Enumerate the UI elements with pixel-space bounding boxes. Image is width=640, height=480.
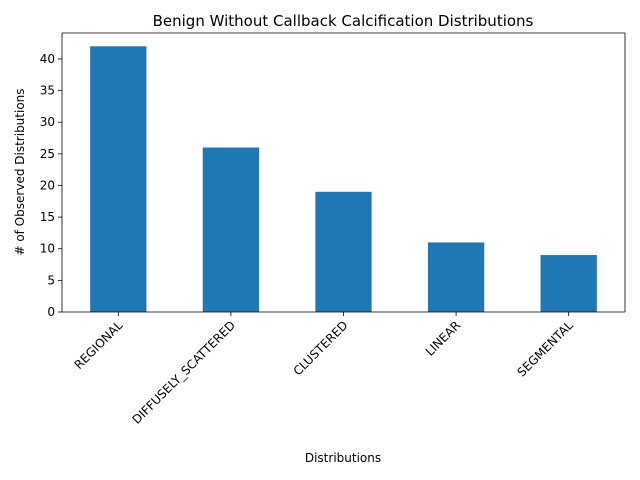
chart-title: Benign Without Callback Calcification Di… xyxy=(153,12,534,30)
y-tick-label: 40 xyxy=(40,52,55,66)
x-tick-label: SEGMENTAL xyxy=(515,318,577,380)
bar-diffusely-scattered xyxy=(202,147,260,312)
y-tick-label: 0 xyxy=(47,305,55,319)
y-tick-label: 35 xyxy=(40,84,55,98)
bars-group xyxy=(90,46,597,313)
x-axis-label: Distributions xyxy=(305,451,381,465)
bar-regional xyxy=(90,46,147,313)
bar-linear xyxy=(427,242,485,312)
y-tick-label: 10 xyxy=(40,242,55,256)
x-tick-label: CLUSTERED xyxy=(291,318,351,378)
y-axis-ticks: 0 5 10 15 20 25 30 35 40 xyxy=(40,52,62,319)
x-axis-ticks: REGIONAL DIFFUSELY_SCATTERED CLUSTERED LINE… xyxy=(72,312,576,427)
x-tick-label: REGIONAL xyxy=(72,318,126,372)
y-tick-label: 15 xyxy=(40,210,55,224)
x-tick-label: DIFFUSELY_SCATTERED xyxy=(130,318,239,427)
y-tick-label: 25 xyxy=(40,147,55,161)
y-tick-label: 5 xyxy=(47,273,55,287)
bar-segmental xyxy=(540,255,597,312)
y-tick-label: 30 xyxy=(40,115,55,129)
y-axis-label: # of Observed Distributions xyxy=(13,88,27,255)
bar-clustered xyxy=(315,191,372,312)
y-tick-label: 20 xyxy=(40,178,55,192)
x-tick-label: LINEAR xyxy=(423,318,464,359)
